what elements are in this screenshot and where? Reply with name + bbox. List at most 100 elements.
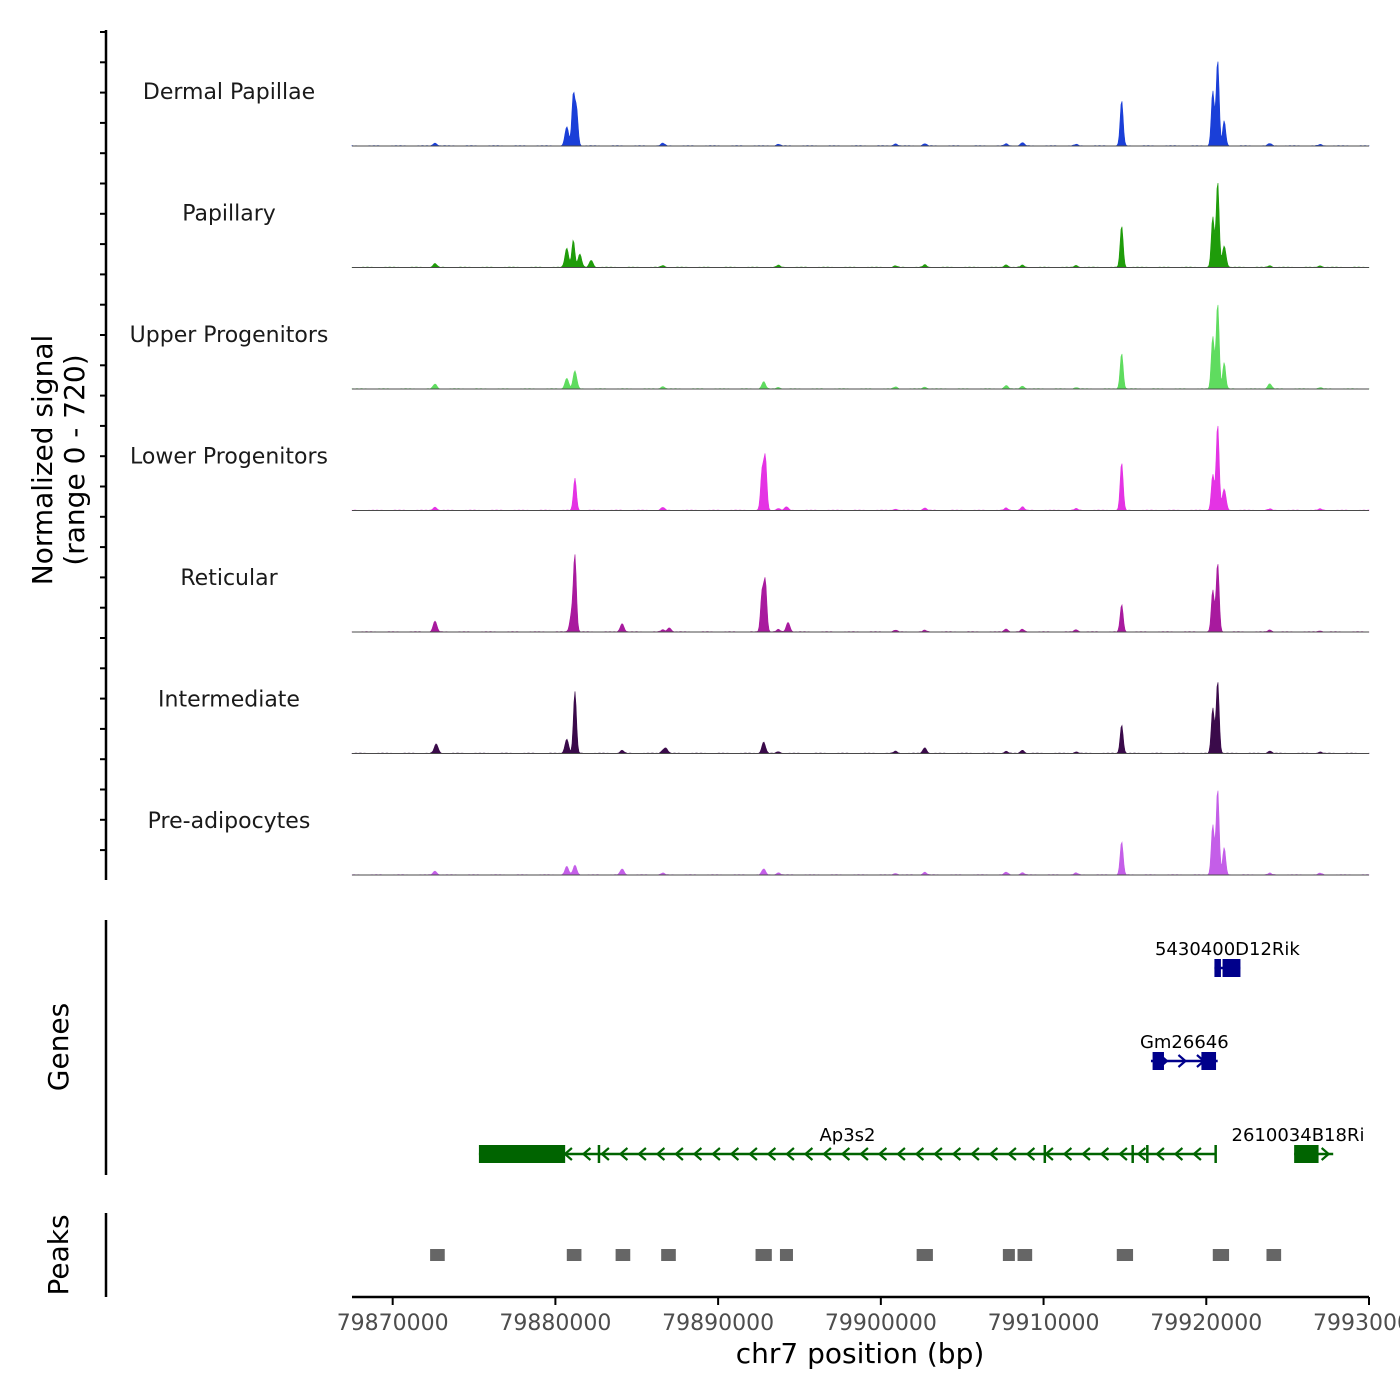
- track-label: Papillary: [182, 202, 276, 227]
- gene-exon: [1222, 959, 1241, 977]
- strand-arrow: [896, 1147, 906, 1161]
- strand-arrow: [877, 1147, 888, 1161]
- strand-arrow: [729, 1147, 740, 1161]
- gene-label: Gm26646: [1140, 1032, 1229, 1053]
- gene-exon: [1043, 1145, 1047, 1163]
- peak-region: [1266, 1249, 1282, 1261]
- gene-exon: [1146, 1145, 1149, 1163]
- coverage-area: [351, 183, 1370, 268]
- track-label: Intermediate: [158, 688, 300, 713]
- gene-exon: [1214, 959, 1221, 977]
- peak-region: [1212, 1249, 1230, 1261]
- coverage-track: Pre-adipocytes: [148, 790, 1370, 876]
- peak-region: [615, 1249, 631, 1261]
- coverage-track: Upper Progenitors: [130, 304, 1370, 390]
- strand-arrow: [785, 1147, 795, 1161]
- gene-model: Ap3s2: [478, 1125, 1217, 1163]
- gene-model: Gm26646: [1140, 1032, 1229, 1070]
- coverage-track: Dermal Papillae: [143, 61, 1370, 147]
- strand-arrow: [803, 1147, 814, 1161]
- strand-arrow: [859, 1147, 869, 1161]
- strand-arrow: [637, 1147, 647, 1161]
- coverage-ylabel-line2: (range 0 - 720): [58, 354, 91, 565]
- strand-arrow: [618, 1147, 629, 1161]
- strand-arrow: [1320, 1147, 1331, 1161]
- coverage-track: Reticular: [180, 554, 1370, 633]
- strand-arrow: [674, 1147, 684, 1161]
- track-label: Pre-adipocytes: [148, 809, 311, 834]
- strand-arrow: [822, 1147, 832, 1161]
- track-label: Reticular: [180, 566, 278, 591]
- strand-arrow: [951, 1147, 962, 1161]
- strand-arrow: [766, 1147, 777, 1161]
- track-label: Dermal Papillae: [143, 80, 315, 105]
- peak-region: [566, 1249, 582, 1261]
- peak-region: [779, 1249, 793, 1261]
- gene-model: 5430400D12Rik: [1155, 939, 1300, 977]
- coverage-y-ticks: [100, 31, 106, 852]
- strand-arrow: [840, 1147, 851, 1161]
- x-axis: 79870000 79880000 79890000 79900000 79910000…: [337, 1295, 1400, 1370]
- coverage-area: [351, 790, 1370, 876]
- strand-arrow: [1081, 1147, 1091, 1161]
- peak-region: [1116, 1249, 1134, 1261]
- gene-label: 5430400D12Rik: [1155, 939, 1300, 960]
- x-tick-label: 79880000: [499, 1311, 611, 1336]
- peak-region: [1017, 1249, 1033, 1261]
- strand-arrow: [914, 1147, 925, 1161]
- strand-arrow: [1136, 1147, 1147, 1161]
- coverage-track: Papillary: [182, 183, 1370, 268]
- strand-arrow: [1173, 1147, 1184, 1161]
- coverage-panel: Normalized signal (range 0 - 720) Dermal…: [26, 30, 1370, 880]
- x-tick-label: 79890000: [662, 1311, 774, 1336]
- coverage-area: [351, 682, 1370, 754]
- coverage-track: Intermediate: [158, 682, 1370, 754]
- strand-arrow: [970, 1147, 980, 1161]
- peak-region: [916, 1249, 933, 1261]
- x-tick-label: 79870000: [337, 1311, 449, 1336]
- strand-arrow: [1177, 1054, 1188, 1068]
- coverage-area: [351, 554, 1370, 633]
- peak-region: [430, 1249, 445, 1261]
- strand-arrow: [692, 1147, 703, 1161]
- genes-ylabel: Genes: [42, 1003, 75, 1091]
- strand-arrow: [748, 1147, 758, 1161]
- x-tick-label: 79910000: [988, 1311, 1100, 1336]
- strand-arrow: [1155, 1147, 1165, 1161]
- gene-exon: [1152, 1052, 1164, 1070]
- gene-exon: [1214, 1145, 1217, 1163]
- gene-label: 2610034B18Ri: [1232, 1125, 1365, 1146]
- strand-arrow: [1025, 1147, 1036, 1161]
- gene-label: Ap3s2: [819, 1125, 875, 1146]
- coverage-area: [351, 425, 1370, 511]
- genes-panel: Genes 5430400D12Rik Gm26646 Ap3s2 2610034B1…: [42, 920, 1364, 1175]
- x-tick-label: 79900000: [825, 1311, 937, 1336]
- strand-arrow: [1099, 1147, 1110, 1161]
- strand-arrow: [1007, 1147, 1017, 1161]
- gene-exon: [1131, 1145, 1134, 1163]
- coverage-tracks: Dermal Papillae Papillary Upper Progenitor…: [130, 61, 1370, 876]
- peak-region: [661, 1249, 676, 1261]
- track-label: Upper Progenitors: [130, 323, 329, 348]
- strand-arrow: [655, 1147, 666, 1161]
- track-label: Lower Progenitors: [130, 445, 328, 470]
- x-axis-ticks: 79870000 79880000 79890000 79900000 79910000…: [337, 1297, 1400, 1336]
- coverage-area: [351, 304, 1370, 390]
- strand-arrow: [1192, 1147, 1202, 1161]
- x-axis-label: chr7 position (bp): [736, 1337, 985, 1370]
- strand-arrow: [1062, 1147, 1073, 1161]
- peaks-ylabel: Peaks: [42, 1214, 75, 1295]
- strand-arrow: [933, 1147, 943, 1161]
- strand-arrow: [988, 1147, 999, 1161]
- peaks-panel: Peaks: [42, 1213, 1282, 1297]
- coverage-area: [351, 61, 1370, 147]
- gene-models: 5430400D12Rik Gm26646 Ap3s2 2610034B18Ri: [478, 939, 1365, 1163]
- peak-region: [1002, 1249, 1015, 1261]
- gene-model: 2610034B18Ri: [1232, 1125, 1365, 1163]
- x-tick-label: 79920000: [1150, 1311, 1262, 1336]
- gene-exon: [478, 1145, 566, 1163]
- peak-region: [755, 1249, 772, 1261]
- coverage-track: Lower Progenitors: [130, 425, 1370, 511]
- gene-exon: [1294, 1145, 1319, 1163]
